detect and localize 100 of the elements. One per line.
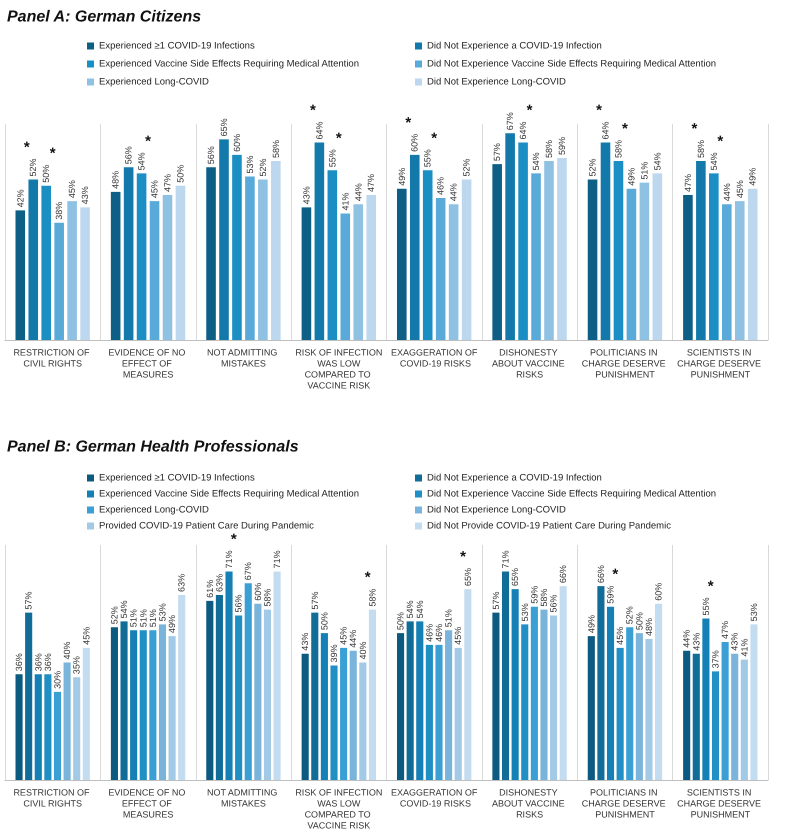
x-tick-label: RISK OF INFECTION WAS LOW COMPARED TO VACCINE RISK xyxy=(295,788,382,830)
bar xyxy=(64,662,71,780)
bar xyxy=(435,644,443,780)
annotation: * xyxy=(691,120,698,138)
bar xyxy=(636,633,643,780)
data-label: 45% xyxy=(67,180,78,198)
data-label: 44% xyxy=(682,630,692,648)
bar xyxy=(560,586,567,780)
data-label: 53% xyxy=(244,155,255,174)
bar xyxy=(422,170,433,340)
bar xyxy=(366,194,376,340)
bar xyxy=(606,606,614,780)
annotation: * xyxy=(336,130,342,147)
data-label: 43% xyxy=(300,632,310,651)
legend-label: Experienced Vaccine Side Effects Requiring Medical Attention xyxy=(99,488,359,500)
data-label: 46% xyxy=(424,624,434,642)
data-label: 49% xyxy=(748,168,758,186)
data-label: 44% xyxy=(722,183,732,202)
bar xyxy=(330,665,338,780)
bar xyxy=(505,133,515,340)
annotation: * xyxy=(24,139,30,156)
data-label: 44% xyxy=(448,183,459,202)
bar xyxy=(750,624,758,780)
data-label: 71% xyxy=(272,550,282,568)
bar xyxy=(110,192,120,340)
text: * xyxy=(526,102,533,120)
data-label: 57% xyxy=(24,592,34,610)
bar xyxy=(15,674,23,780)
legend-label: Experienced ≥1 COVID-19 Infections xyxy=(99,40,255,52)
data-label: 57% xyxy=(490,592,501,610)
legend-label: Did Not Experience Long-COVID xyxy=(427,504,566,516)
data-label: 51% xyxy=(148,609,158,628)
bar xyxy=(445,630,452,780)
data-label: 63% xyxy=(176,574,187,592)
data-label: 51% xyxy=(128,609,139,628)
bar xyxy=(149,630,156,780)
bar xyxy=(162,194,172,340)
x-tick-label: RISK OF INFECTION WAS LOW COMPARED TO VACCINE RISK xyxy=(295,348,382,390)
data-label: 71% xyxy=(224,550,234,568)
data-label: 55% xyxy=(700,597,711,616)
bar xyxy=(502,571,510,780)
annotation: * xyxy=(50,145,56,162)
bar xyxy=(219,139,229,340)
bar xyxy=(120,621,128,780)
text: * xyxy=(596,102,602,120)
data-label: 58% xyxy=(367,588,378,607)
data-label: 35% xyxy=(72,656,82,674)
annotation: * xyxy=(431,130,438,147)
bar xyxy=(254,604,262,780)
legend-label: Experienced Long-COVID xyxy=(99,504,209,516)
data-label: 54% xyxy=(136,152,147,170)
data-label: 59% xyxy=(529,586,540,604)
data-label: 36% xyxy=(14,653,24,672)
bar xyxy=(683,650,690,780)
bar xyxy=(359,662,366,780)
bar xyxy=(328,170,338,340)
data-label: 55% xyxy=(422,149,433,168)
data-label: 52% xyxy=(109,606,120,624)
bar xyxy=(54,222,64,340)
data-label: 65% xyxy=(462,568,473,586)
data-label: 58% xyxy=(262,588,272,607)
x-tick-label: DISHONESTY ABOUT VACCINE RISKS xyxy=(492,788,568,820)
data-label: 60% xyxy=(232,134,242,152)
bar xyxy=(73,677,80,780)
bar xyxy=(271,161,281,340)
bar xyxy=(28,180,38,340)
bar xyxy=(216,594,223,780)
bar xyxy=(616,648,624,780)
data-label: 55% xyxy=(327,149,338,168)
data-label: 37% xyxy=(710,650,721,668)
data-label: 65% xyxy=(219,118,229,136)
bar xyxy=(80,207,90,340)
bar xyxy=(158,624,166,780)
x-tick-label: NOT ADMITTING MISTAKES xyxy=(207,348,280,368)
bar xyxy=(518,142,528,340)
x-tick-label: POLITICIANS IN CHARGE DESERVE PUNISHMENT xyxy=(582,348,668,380)
data-label: 61% xyxy=(204,580,215,598)
annotation: * xyxy=(708,578,714,595)
data-label: 53% xyxy=(748,603,759,622)
x-tick-label: DISHONESTY ABOUT VACCINE RISKS xyxy=(492,348,568,380)
data-label: 53% xyxy=(520,603,530,622)
data-label: 58% xyxy=(613,140,624,158)
bar xyxy=(140,630,147,780)
data-label: 50% xyxy=(396,612,406,630)
data-label: 64% xyxy=(518,122,528,140)
bar xyxy=(530,606,538,780)
bar xyxy=(178,594,186,780)
bar xyxy=(244,583,252,780)
bar xyxy=(235,616,242,780)
data-label: 59% xyxy=(606,586,616,604)
bar xyxy=(614,161,624,340)
text: * xyxy=(405,114,412,132)
bar xyxy=(652,173,662,340)
data-label: 71% xyxy=(500,550,511,568)
data-label: 49% xyxy=(626,168,636,186)
data-label: 50% xyxy=(175,164,186,183)
data-label: 49% xyxy=(586,615,596,634)
data-label: 56% xyxy=(548,594,559,612)
data-label: 43% xyxy=(691,632,702,651)
data-label: 67% xyxy=(505,112,516,130)
